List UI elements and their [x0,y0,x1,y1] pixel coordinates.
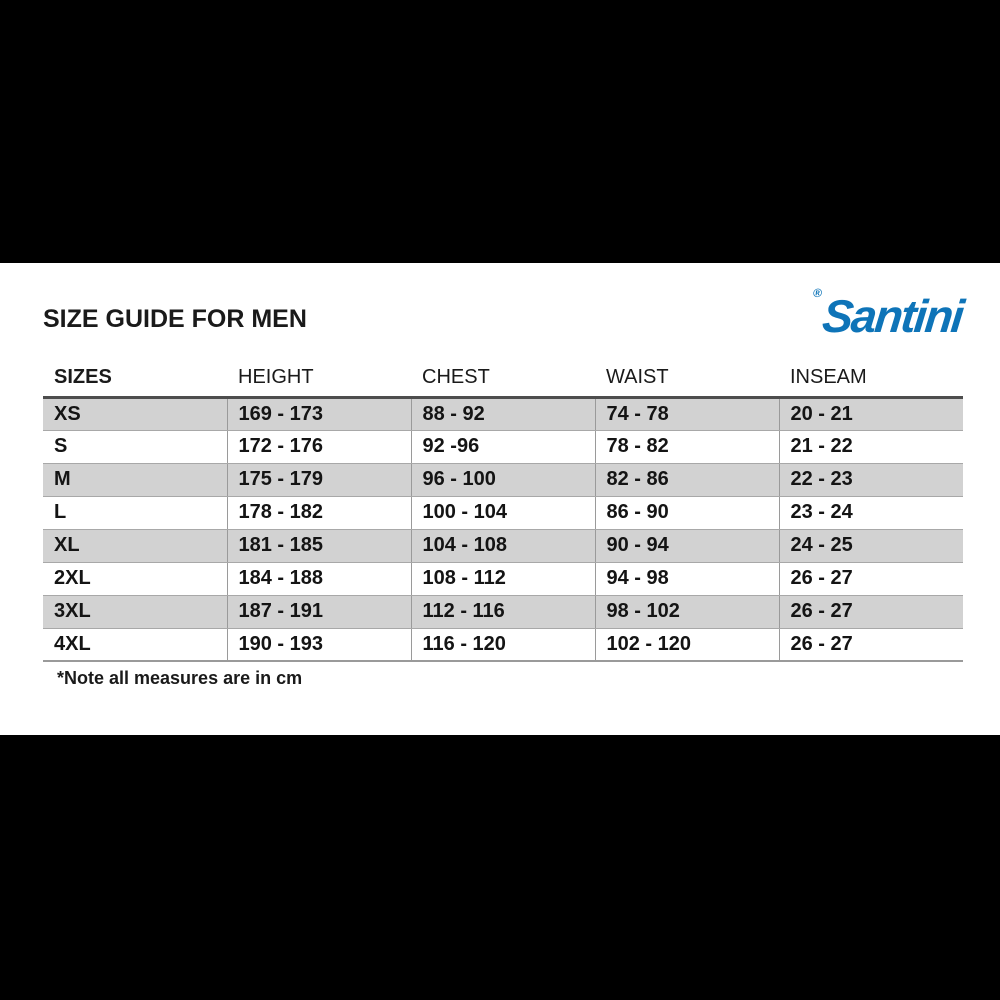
column-header-height: HEIGHT [238,365,314,388]
page-title: SIZE GUIDE FOR MEN [43,305,307,333]
cell-chest: 104 - 108 [411,529,596,563]
cell-inseam: 24 - 25 [779,529,963,563]
cell-size: 4XL [43,628,228,662]
cell-size: 3XL [43,595,228,629]
cell-waist: 90 - 94 [595,529,780,563]
cell-inseam: 20 - 21 [779,397,963,431]
cell-height: 184 - 188 [227,562,412,596]
cell-inseam: 23 - 24 [779,496,963,530]
cell-size: S [43,430,228,464]
cell-chest: 92 -96 [411,430,596,464]
cell-chest: 88 - 92 [411,397,596,431]
cell-size: L [43,496,228,530]
top-letterbox-bar [0,0,1000,263]
table-row: 3XL 187 - 191 112 - 116 98 - 102 26 - 27 [43,595,963,629]
cell-inseam: 26 - 27 [779,595,963,629]
cell-waist: 94 - 98 [595,562,780,596]
cell-chest: 108 - 112 [411,562,596,596]
cell-inseam: 21 - 22 [779,430,963,464]
measures-note: *Note all measures are in cm [57,668,303,688]
table-body: XS 169 - 173 88 - 92 74 - 78 20 - 21 S 172 - 1… [43,397,963,662]
cell-waist: 98 - 102 [595,595,780,629]
table-row: 2XL 184 - 188 108 - 112 94 - 98 26 - 27 [43,562,963,596]
cell-chest: 116 - 120 [411,628,596,662]
table-row: S 172 - 176 92 -96 78 - 82 21 - 22 [43,430,963,464]
cell-waist: 82 - 86 [595,463,780,497]
cell-size: 2XL [43,562,228,596]
registered-trademark-icon: ® [812,286,823,300]
cell-chest: 96 - 100 [411,463,596,497]
cell-height: 175 - 179 [227,463,412,497]
cell-height: 178 - 182 [227,496,412,530]
column-header-sizes: SIZES [54,365,112,388]
table-header-row: SIZES HEIGHT CHEST WAIST INSEAM [43,361,963,397]
cell-inseam: 26 - 27 [779,562,963,596]
bottom-letterbox-bar [0,735,1000,1000]
cell-inseam: 22 - 23 [779,463,963,497]
size-guide-table: SIZES HEIGHT CHEST WAIST INSEAM XS 169 - 173 8… [43,361,963,662]
cell-height: 169 - 173 [227,397,412,431]
table-row: XL 181 - 185 104 - 108 90 - 94 24 - 25 [43,529,963,563]
cell-height: 187 - 191 [227,595,412,629]
cell-height: 172 - 176 [227,430,412,464]
cell-height: 190 - 193 [227,628,412,662]
cell-chest: 100 - 104 [411,496,596,530]
cell-waist: 78 - 82 [595,430,780,464]
table-row: M 175 - 179 96 - 100 82 - 86 22 - 23 [43,463,963,497]
cell-size: M [43,463,228,497]
table-row: L 178 - 182 100 - 104 86 - 90 23 - 24 [43,496,963,530]
cell-size: XL [43,529,228,563]
cell-waist: 86 - 90 [595,496,780,530]
santini-logo: ® Santini [808,286,965,342]
column-header-waist: WAIST [606,365,669,388]
size-guide-panel: SIZE GUIDE FOR MEN ® Santini SIZES HEIGHT… [0,263,1000,735]
cell-inseam: 26 - 27 [779,628,963,662]
brand-wordmark: Santini [819,290,965,342]
table-row: XS 169 - 173 88 - 92 74 - 78 20 - 21 [43,397,963,431]
cell-chest: 112 - 116 [411,595,596,629]
table-row: 4XL 190 - 193 116 - 120 102 - 120 26 - 27 [43,628,963,662]
cell-height: 181 - 185 [227,529,412,563]
column-header-inseam: INSEAM [790,365,867,388]
header-row: SIZE GUIDE FOR MEN ® Santini [43,286,965,342]
column-header-chest: CHEST [422,365,490,388]
cell-waist: 74 - 78 [595,397,780,431]
cell-size: XS [43,397,228,431]
table-header: SIZES HEIGHT CHEST WAIST INSEAM [43,361,963,397]
cell-waist: 102 - 120 [595,628,780,662]
